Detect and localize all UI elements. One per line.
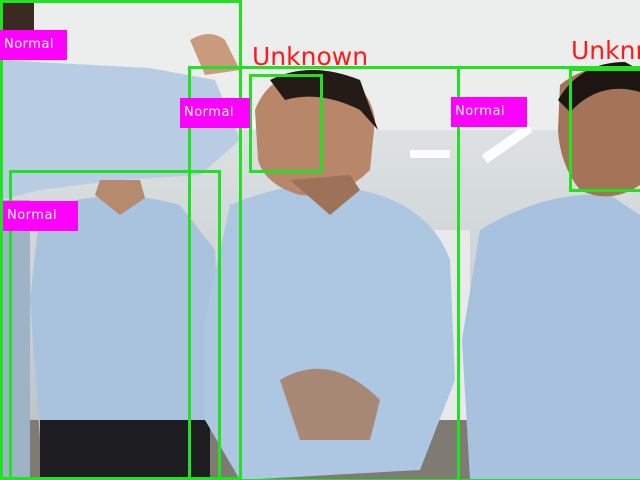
identity-label-1: Unknown: [252, 42, 369, 71]
status-tag-1: Normal: [0, 30, 67, 60]
face-box-1: [249, 74, 323, 173]
detection-box-3: [188, 66, 460, 480]
face-box-2: [569, 68, 640, 192]
identity-label-2: Unknn: [571, 36, 640, 65]
status-tag-3: Normal: [180, 98, 250, 128]
status-tag-2: Normal: [3, 201, 78, 231]
detection-box-1: [0, 0, 242, 480]
status-tag-4: Normal: [451, 97, 527, 127]
